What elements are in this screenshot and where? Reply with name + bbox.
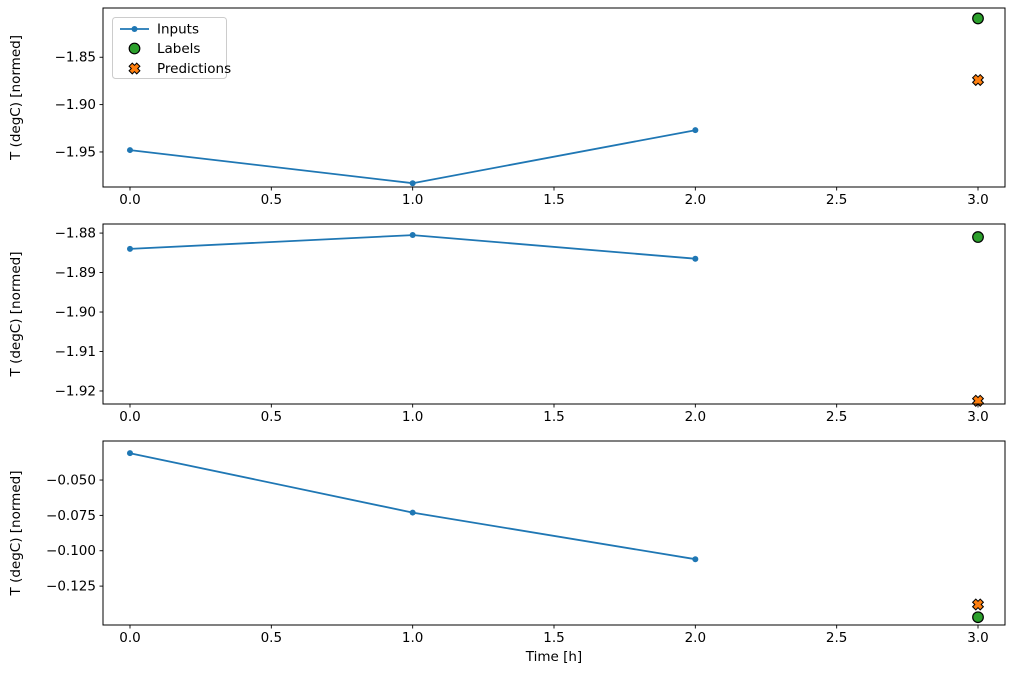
y-axis-label: T (degC) [normed]	[8, 471, 24, 597]
x-tick-label: 2.5	[826, 192, 847, 208]
x-tick-label: 1.5	[543, 409, 564, 425]
y-axis-label: T (degC) [normed]	[8, 252, 24, 378]
x-tick-label: 1.0	[402, 409, 423, 425]
inputs-point-marker	[692, 556, 699, 563]
legend-labels-circle-icon	[128, 42, 141, 55]
x-tick-label: 2.5	[826, 409, 847, 425]
subplot-frame	[102, 223, 1006, 405]
x-tick-label: 1.0	[402, 630, 423, 646]
predictions-marker	[971, 394, 985, 407]
y-tick-label: −1.90	[55, 97, 96, 113]
inputs-point-marker	[692, 255, 699, 262]
legend-label: Inputs	[157, 22, 199, 38]
labels-marker	[972, 231, 984, 243]
x-axis-label: Time [h]	[525, 649, 582, 665]
y-tick-label: −0.100	[46, 543, 96, 559]
x-tick-label: 1.0	[402, 192, 423, 208]
x-tick-label: 2.0	[685, 409, 706, 425]
x-tick-label: 0.5	[261, 192, 282, 208]
subplot-2: 0.0 0.5 1.0 1.5 2.0 2.5 3.0 −1.88 −1.89 −1.90 −1.9…	[8, 223, 1006, 425]
legend-label: Labels	[157, 41, 200, 57]
x-tick-label: 0.5	[261, 409, 282, 425]
y-tick-label: −1.89	[55, 265, 96, 281]
y-tick-label: −1.92	[55, 383, 96, 399]
predictions-marker	[971, 73, 985, 87]
y-tick-label: −1.88	[55, 226, 96, 242]
inputs-line	[129, 452, 696, 561]
x-tick-label: 2.0	[685, 192, 706, 208]
labels-marker	[972, 12, 984, 25]
x-tick-label: 3.0	[967, 192, 988, 208]
x-tick-label: 3.0	[967, 630, 988, 646]
y-tick-label: −1.90	[55, 305, 96, 321]
x-tick-label: 0.0	[119, 630, 140, 646]
inputs-line	[129, 129, 696, 185]
y-tick-label: −0.075	[46, 508, 96, 524]
subplot-3: 0.0 0.5 1.0 1.5 2.0 2.5 3.0 −0.050 −0.075 −0.100 −…	[8, 440, 1006, 665]
legend: Inputs Labels Predictions	[112, 17, 231, 79]
legend-predictions-x-icon	[128, 62, 141, 75]
subplot-frame	[102, 440, 1006, 626]
subplot-1: 0.0 0.5 1.0 1.5 2.0 2.5 3.0 −1.85 −1.90 −1.95 T (d…	[8, 7, 1006, 208]
x-tick-label: 1.5	[543, 192, 564, 208]
y-tick-label: −1.91	[55, 344, 96, 360]
x-tick-label: 0.5	[261, 630, 282, 646]
inputs-line	[129, 234, 696, 260]
inputs-point-marker	[126, 147, 133, 154]
inputs-point-marker	[126, 245, 133, 252]
labels-marker	[972, 611, 984, 624]
inputs-point-marker	[409, 180, 416, 187]
x-tick-label: 1.5	[543, 630, 564, 646]
x-tick-label: 0.0	[119, 192, 140, 208]
legend-inputs-dot-icon	[131, 26, 138, 32]
legend-label: Predictions	[157, 61, 231, 77]
y-tick-label: −1.85	[55, 50, 96, 66]
predictions-marker	[971, 598, 985, 611]
x-tick-label: 2.5	[826, 630, 847, 646]
inputs-point-marker	[409, 509, 416, 516]
inputs-point-marker	[126, 450, 133, 457]
y-tick-label: −0.125	[46, 579, 96, 595]
inputs-point-marker	[692, 127, 699, 134]
legend-box	[112, 17, 227, 79]
y-axis-label: T (degC) [normed]	[8, 35, 24, 161]
y-tick-label: −0.050	[46, 473, 96, 489]
y-tick-label: −1.95	[55, 144, 96, 160]
x-tick-label: 2.0	[685, 630, 706, 646]
inputs-point-marker	[409, 232, 416, 239]
x-tick-label: 0.0	[119, 409, 140, 425]
x-tick-label: 3.0	[967, 409, 988, 425]
subplot-frame	[102, 7, 1006, 188]
